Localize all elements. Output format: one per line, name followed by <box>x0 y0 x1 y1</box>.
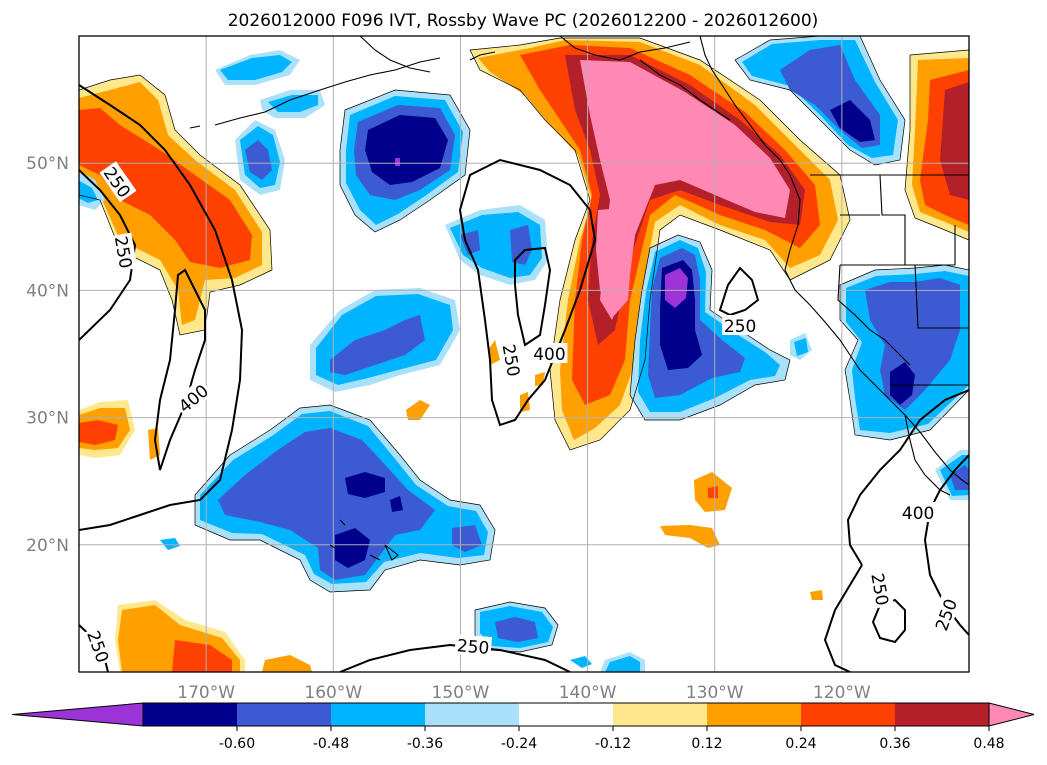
contour-label-bg <box>83 625 115 667</box>
contour-label-bg <box>868 569 894 609</box>
ivt-250-south <box>339 643 571 672</box>
contour-label-bg <box>499 340 526 380</box>
negative-anomaly-east-core <box>630 235 790 420</box>
colorbar-bin <box>801 703 896 726</box>
colorbar: -0.60 -0.48 -0.36 -0.24 -0.12 0.12 0.24 0.36 0.4… <box>11 702 1035 752</box>
contour-label-bg <box>900 502 937 522</box>
colorbar-bin <box>237 703 332 726</box>
contour-label-400: 400 <box>900 502 937 524</box>
contour-label-bg <box>531 343 568 363</box>
colorbar-bin <box>143 703 238 726</box>
colorbar-tick-label: 0.48 <box>973 736 1004 752</box>
colorbar-tick-label: 0.24 <box>785 736 816 752</box>
coastlines <box>189 36 969 561</box>
colorbar-tick-label: -0.24 <box>501 736 537 752</box>
contour-label-text: 250 <box>456 636 490 659</box>
ivt-400-southeast <box>846 389 969 566</box>
colorbar-bin <box>895 703 990 726</box>
contour-label-bg <box>722 315 759 336</box>
colorbar-bin <box>519 703 614 726</box>
x-axis-ticks: 170°W 160°W 150°W 140°W 130°W 120°W <box>177 683 871 703</box>
y-tick-label: 20°N <box>26 536 69 556</box>
colorbar-tick-label: -0.12 <box>595 736 631 752</box>
x-tick-label: 120°W <box>813 683 871 703</box>
y-tick-label: 40°N <box>26 281 69 301</box>
gridlines <box>79 36 969 672</box>
negative-anomaly-swus <box>790 265 969 500</box>
negative-anomaly-gulf-alaska <box>340 90 470 232</box>
colorbar-frame <box>142 702 990 727</box>
contour-label-bg <box>454 634 493 658</box>
colorbar-extend-low <box>11 702 144 727</box>
contour-label-bg <box>929 594 961 635</box>
fill-0p60 <box>580 60 790 320</box>
contour-label-250: 250 <box>454 634 493 659</box>
ivt-250-southeast-loop <box>823 564 863 672</box>
colorbar-bin <box>331 703 426 726</box>
ivt-400-central <box>514 246 552 347</box>
ivt-250-small-ring <box>871 598 906 644</box>
ivt-250-west <box>79 84 244 531</box>
colorbar-tick-label: -0.60 <box>219 736 255 752</box>
positive-anomaly-small-blobs <box>79 340 823 672</box>
x-tick-label: 150°W <box>432 683 490 703</box>
colorbar-tick-label: 0.36 <box>879 736 910 752</box>
map-frame <box>78 35 970 673</box>
y-tick-label: 30°N <box>26 409 69 429</box>
ivt-250-southeast <box>923 454 969 636</box>
colorbar-extend-high <box>988 702 1035 727</box>
colorbar-tick-label: 0.12 <box>691 736 722 752</box>
y-tick-label: 50°N <box>26 154 69 174</box>
contour-label-bg <box>99 161 137 203</box>
x-tick-label: 130°W <box>686 683 744 703</box>
negative-anomaly-bc <box>735 36 905 165</box>
colorbar-bin <box>707 703 802 726</box>
contour-label-text: 400 <box>533 345 565 365</box>
positive-anomaly-west-band <box>79 75 272 335</box>
contour-label-text: 400 <box>902 504 934 524</box>
colorbar-tick-label: -0.48 <box>313 736 349 752</box>
ivt-contours <box>79 84 969 672</box>
colorbar-tick-label: -0.36 <box>407 736 443 752</box>
negative-anomaly-bering <box>79 50 325 210</box>
colorbar-bin <box>613 703 708 726</box>
ivt-250-east <box>718 266 760 317</box>
contour-label-text: 250 <box>724 317 756 337</box>
positive-anomaly-northeast <box>905 50 969 240</box>
y-axis-ticks: 50°N 40°N 30°N 20°N <box>26 154 69 556</box>
ivt-400-west <box>153 268 206 471</box>
negative-anomaly-central-north <box>445 205 548 285</box>
negative-anomaly-subtropical <box>310 288 460 392</box>
colorbar-bin <box>425 703 520 726</box>
ivt-250-west-inner <box>79 169 137 341</box>
x-tick-label: 160°W <box>304 683 362 703</box>
x-tick-label: 170°W <box>177 683 235 703</box>
contour-label-400: 400 <box>531 343 568 365</box>
contour-label-bg <box>172 378 214 417</box>
chart-title: 2026012000 F096 IVT, Rossby Wave PC (202… <box>228 11 819 31</box>
x-tick-label: 140°W <box>559 683 617 703</box>
ivt-250-central <box>458 158 597 427</box>
contour-label-bg <box>111 232 138 272</box>
contour-label-250: 250 <box>722 315 759 337</box>
negative-anomaly-south <box>160 538 645 672</box>
